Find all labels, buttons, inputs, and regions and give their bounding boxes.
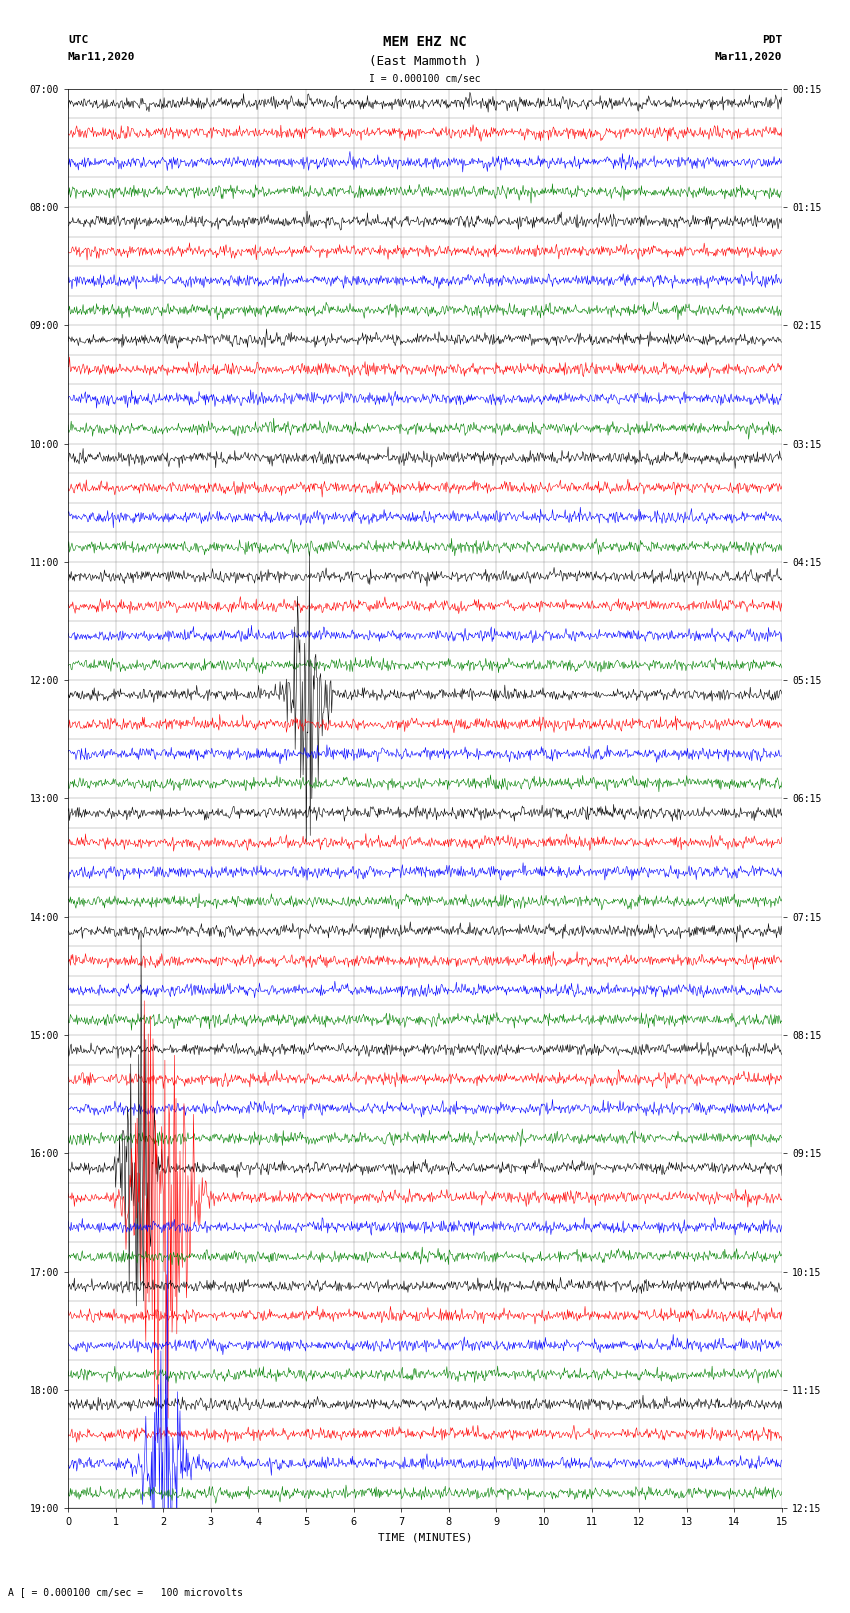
- Text: MEM EHZ NC: MEM EHZ NC: [383, 35, 467, 50]
- Text: PDT: PDT: [762, 35, 782, 45]
- Text: Mar11,2020: Mar11,2020: [715, 52, 782, 61]
- X-axis label: TIME (MINUTES): TIME (MINUTES): [377, 1532, 473, 1542]
- Text: I = 0.000100 cm/sec: I = 0.000100 cm/sec: [369, 74, 481, 84]
- Text: (East Mammoth ): (East Mammoth ): [369, 55, 481, 68]
- Text: Mar11,2020: Mar11,2020: [68, 52, 135, 61]
- Text: UTC: UTC: [68, 35, 88, 45]
- Text: A [ = 0.000100 cm/sec =   100 microvolts: A [ = 0.000100 cm/sec = 100 microvolts: [8, 1587, 243, 1597]
